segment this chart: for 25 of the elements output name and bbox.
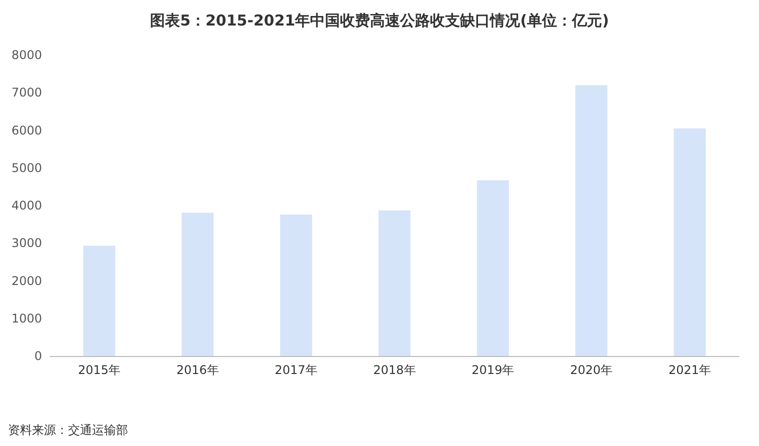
bar [575,85,608,356]
x-tick-label: 2019年 [472,363,514,377]
bar [83,246,116,356]
y-tick-label: 0 [34,349,42,363]
bar [674,128,706,356]
bar [378,210,410,356]
x-tick-label: 2020年 [570,363,613,377]
y-tick-label: 7000 [11,86,42,100]
x-tick-label: 2018年 [373,363,416,377]
y-tick-label: 2000 [11,274,42,288]
bar [182,212,214,356]
bar [280,214,312,356]
y-tick-label: 8000 [11,48,42,62]
y-tick-label: 1000 [11,311,42,326]
y-tick-label: 5000 [11,160,42,175]
y-tick-label: 3000 [11,236,42,250]
y-tick-label: 6000 [11,123,42,138]
x-tick-label: 2015年 [78,363,120,377]
x-tick-label: 2021年 [668,363,712,377]
x-tick-label: 2017年 [274,363,318,377]
bar [476,180,509,356]
chart-title: 图表5：2015-2021年中国收费高速公路收支缺口情况(单位：亿元) [150,12,609,30]
y-tick-label: 4000 [11,198,42,212]
x-tick-label: 2016年 [176,363,219,377]
text: 资料来源：交通运输部 [8,423,128,437]
